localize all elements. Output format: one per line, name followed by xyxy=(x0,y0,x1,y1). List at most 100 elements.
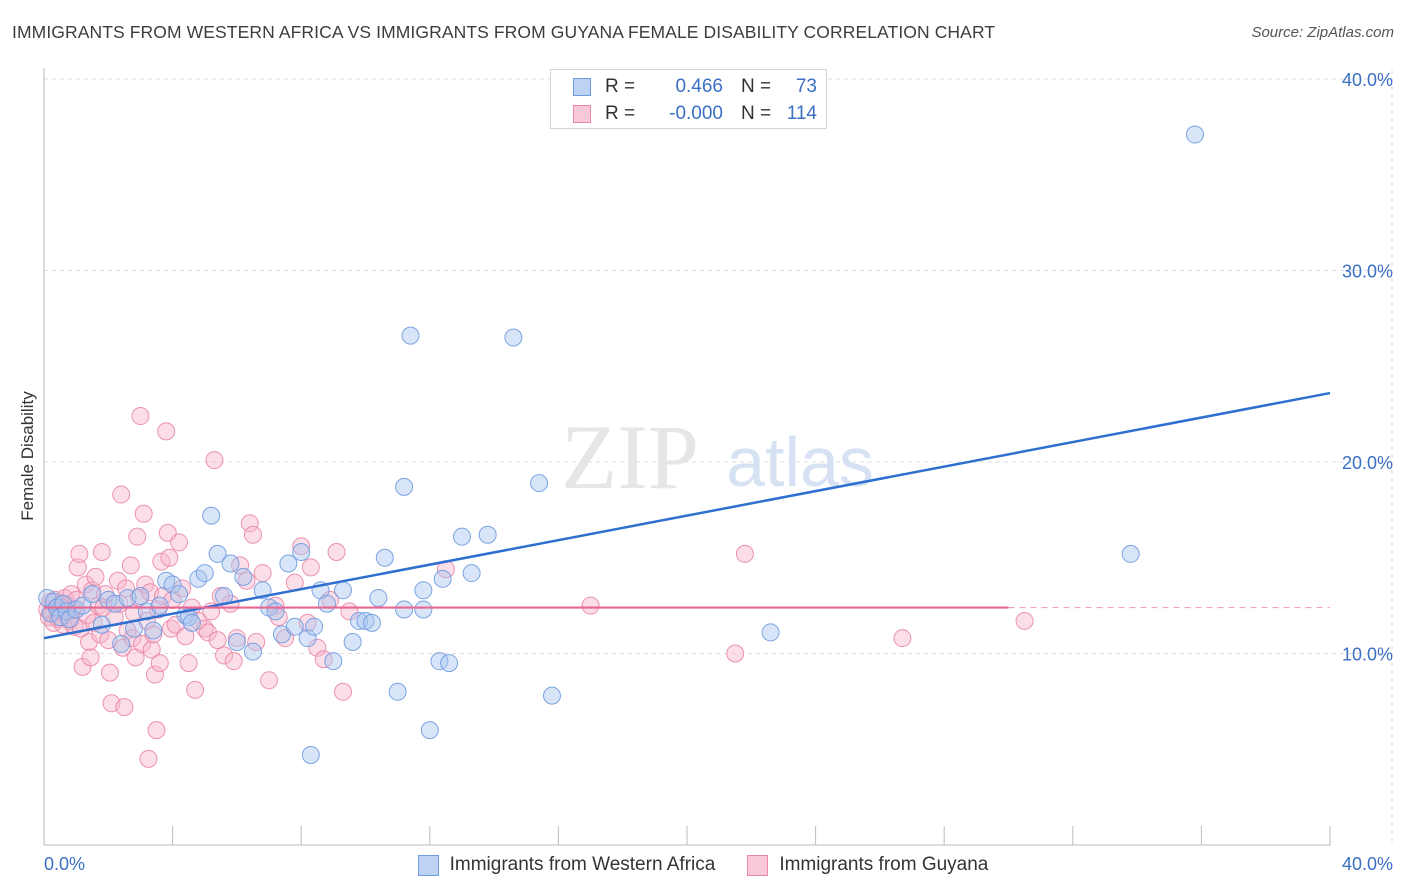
guyana-point xyxy=(333,682,352,701)
western-africa-point xyxy=(375,548,394,567)
western-africa-point xyxy=(305,617,324,636)
western-africa-point xyxy=(542,686,561,705)
guyana-point xyxy=(726,644,745,663)
legend-label: Immigrants from Western Africa xyxy=(449,854,716,875)
y-tick-label: 30.0% xyxy=(1342,262,1393,282)
trend-lines xyxy=(43,391,1331,640)
guyana-point xyxy=(581,596,600,615)
western-africa-point xyxy=(221,554,240,573)
western-africa-point xyxy=(298,629,317,648)
y-axis-ticks: 10.0% 20.0% 30.0% 40.0% xyxy=(1342,70,1393,665)
western-africa-point xyxy=(369,588,388,607)
guyana-point xyxy=(96,585,115,604)
legend-label: Immigrants from Guyana xyxy=(779,854,989,875)
guyana-point xyxy=(116,579,135,598)
stats-row-guyana: R = -0.000 N = 114 xyxy=(573,101,817,127)
x-tick-label-max: 40.0% xyxy=(1342,854,1393,874)
western-africa-point xyxy=(202,506,221,525)
guyana-point xyxy=(134,504,153,523)
western-africa-point xyxy=(150,596,169,615)
guyana-point xyxy=(227,629,246,648)
western-africa-point xyxy=(333,581,352,600)
western-africa-point xyxy=(112,634,131,653)
guyana-point xyxy=(121,556,140,575)
guyana-point xyxy=(205,451,224,470)
legend-item-western-africa[interactable]: Immigrants from Western Africa xyxy=(417,854,716,876)
r-value: -0.000 xyxy=(669,103,723,124)
pink-swatch xyxy=(573,105,591,123)
guyana-point xyxy=(160,548,179,567)
watermark: ZIP atlas xyxy=(561,406,874,508)
legend-pink-swatch xyxy=(747,854,769,876)
guyana-point xyxy=(170,533,189,552)
western-africa-point xyxy=(144,621,163,640)
western-africa-point xyxy=(395,477,414,496)
guyana-point xyxy=(142,640,161,659)
guyana-point xyxy=(157,422,176,441)
n-value: 73 xyxy=(795,76,817,97)
chart-title: IMMIGRANTS FROM WESTERN AFRICA VS IMMIGR… xyxy=(12,22,996,42)
western-africa-point xyxy=(395,600,414,619)
guyana-point xyxy=(144,625,163,644)
western-africa-point xyxy=(401,326,420,345)
stats-box: R = 0.466 N = 73 R = -0.000 N = 114 xyxy=(550,69,827,129)
y-tick-label: 20.0% xyxy=(1342,453,1393,473)
y-axis-label: Female Disability xyxy=(18,391,37,521)
guyana-point xyxy=(215,646,234,665)
western-africa-point xyxy=(1121,544,1140,563)
western-africa-point xyxy=(182,613,201,632)
western-africa-point xyxy=(317,594,336,613)
western-africa-point xyxy=(234,567,253,586)
guyana-point xyxy=(208,631,227,650)
western-africa-point xyxy=(73,596,92,615)
guyana-point xyxy=(100,663,119,682)
n-label: N = xyxy=(741,103,772,124)
guyana-point xyxy=(92,543,111,562)
guyana-point xyxy=(240,514,259,533)
guyana-point xyxy=(115,698,134,717)
western-africa-point xyxy=(131,587,150,606)
western-africa-point xyxy=(285,617,304,636)
western-africa-point xyxy=(414,600,433,619)
guyana-point xyxy=(68,558,87,577)
western-africa-point xyxy=(388,682,407,701)
guyana-point xyxy=(112,485,131,504)
guyana-point xyxy=(292,537,311,556)
guyana-point xyxy=(150,654,169,673)
guyana-point xyxy=(301,558,320,577)
guyana-point xyxy=(139,749,158,768)
guyana-point xyxy=(186,680,205,699)
legend: Immigrants from Western Africa Immigrant… xyxy=(0,852,1406,878)
stats-row-western-africa: R = 0.466 N = 73 xyxy=(573,74,817,100)
western-africa-point xyxy=(1185,125,1204,144)
guyana-point xyxy=(86,567,105,586)
western-africa-point xyxy=(324,652,343,671)
western-africa-point xyxy=(292,543,311,562)
x-axis-ticks xyxy=(43,826,1331,845)
western-africa-point xyxy=(440,654,459,673)
guyana-point xyxy=(173,579,192,598)
guyana-point xyxy=(128,527,147,546)
western-africa-point xyxy=(343,633,362,652)
western-africa-point xyxy=(761,623,780,642)
western-africa-point xyxy=(243,642,262,661)
western-africa-point xyxy=(433,569,452,588)
western-africa-point xyxy=(60,610,79,629)
guyana-point xyxy=(131,407,150,426)
guyana-point xyxy=(81,648,100,667)
guyana-point xyxy=(147,721,166,740)
western-africa-point xyxy=(362,613,381,632)
guyana-point xyxy=(145,665,164,684)
gridlines xyxy=(44,70,1393,845)
r-label: R = xyxy=(605,103,636,124)
y-tick-label: 10.0% xyxy=(1342,645,1393,665)
guyana-point xyxy=(153,587,172,606)
western-africa-point xyxy=(208,544,227,563)
y-tick-label: 40.0% xyxy=(1342,70,1393,90)
guyana-point xyxy=(179,654,198,673)
trend-line-western-africa xyxy=(43,391,1331,640)
western-africa-point xyxy=(163,575,182,594)
legend-item-guyana[interactable]: Immigrants from Guyana xyxy=(747,854,988,876)
x-tick-label-min: 0.0% xyxy=(44,854,85,874)
